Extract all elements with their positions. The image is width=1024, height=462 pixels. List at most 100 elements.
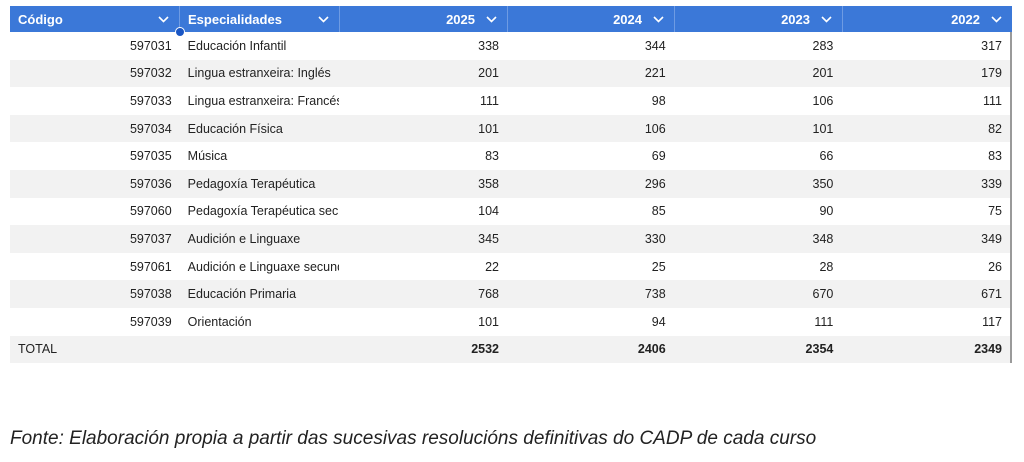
value-cell-2024: 85 [651,204,666,219]
selection-handle[interactable] [175,27,185,37]
value-cell-2024: 221 [644,66,666,81]
total-cell-2023: 2354 [805,342,834,357]
specialty-cell: Pedagoxía Terapéutica secur [187,204,340,219]
table-row[interactable]: 597061 Audición e Linguaxe secunda 22 25… [10,253,1010,281]
code-cell: 597039 [129,314,172,329]
table-row[interactable]: 597033 Lingua estranxeira: Francés 111 9… [10,87,1010,115]
value-cell-2023: 101 [812,121,834,136]
table-header: Código Especialidades 2025 2024 2023 202… [10,6,1012,37]
value-cell-2025: 101 [478,314,500,329]
total-row: TOTAL 2532 2406 2354 2349 [10,335,1010,364]
table-row[interactable]: 597060 Pedagoxía Terapéutica secur 104 8… [10,198,1010,226]
value-cell-2024: 738 [644,287,666,302]
value-cell-2023: 111 [814,314,834,329]
data-table: Código Especialidades 2025 2024 2023 202… [10,6,1012,364]
table-row[interactable]: 597034 Educación Física 101 106 101 82 [10,114,1010,143]
table-row[interactable]: 597031 Educación Infantil 338 344 283 31… [10,32,1010,60]
chevron-down-icon[interactable] [315,11,331,27]
code-cell: 597037 [129,231,172,246]
value-cell-2024: 98 [651,93,666,108]
specialty-cell: Audición e Linguaxe secunda [187,259,340,274]
value-cell-2025: 101 [478,121,500,136]
code-cell: 597038 [129,287,172,302]
column-header-especialidades[interactable]: Especialidades [175,6,340,37]
table-row[interactable]: 597032 Lingua estranxeira: Inglés 201 22… [10,59,1010,88]
value-cell-2025: 338 [478,38,500,53]
column-header-label: 2024 [613,11,642,27]
column-header-label: 2025 [446,11,475,27]
code-cell: 597033 [129,93,172,108]
table-row[interactable]: 597036 Pedagoxía Terapéutica 358 296 350… [10,169,1010,198]
specialty-cell: Música [187,149,228,164]
specialty-cell: Orientación [187,314,252,329]
value-cell-2023: 90 [819,204,834,219]
value-cell-2025: 201 [478,66,500,81]
value-cell-2025: 104 [478,204,500,219]
code-cell: 597031 [129,38,172,53]
specialty-cell: Educación Física [187,121,283,136]
code-cell: 597060 [129,204,172,219]
code-cell: 597034 [129,121,172,136]
value-cell-2024: 344 [644,38,666,53]
code-cell: 597035 [129,149,172,164]
column-header-2024[interactable]: 2024 [508,6,675,32]
code-cell: 597032 [129,66,172,81]
specialty-cell: Educación Primaria [187,287,297,302]
value-cell-2022: 349 [981,231,1003,246]
column-header-2023[interactable]: 2023 [675,6,843,32]
value-cell-2024: 296 [644,176,666,191]
value-cell-2022: 671 [981,287,1003,302]
column-header-codigo[interactable]: Código [10,6,180,32]
code-cell: 597036 [129,176,172,191]
total-cell-2025: 2532 [471,342,500,357]
column-header-label: Especialidades [188,11,282,27]
value-cell-2023: 201 [812,66,834,81]
value-cell-2023: 350 [812,176,834,191]
value-cell-2022: 75 [988,204,1003,219]
value-cell-2023: 283 [812,38,834,53]
value-cell-2025: 111 [480,93,500,108]
specialty-cell: Lingua estranxeira: Francés [187,93,340,108]
value-cell-2022: 339 [981,176,1003,191]
value-cell-2022: 26 [988,259,1003,274]
value-cell-2025: 83 [485,149,500,164]
total-cell-2022: 2349 [974,342,1003,357]
column-header-label: 2023 [781,11,810,27]
value-cell-2024: 330 [644,231,666,246]
chevron-down-icon[interactable] [483,11,499,27]
value-cell-2024: 69 [651,149,666,164]
value-cell-2023: 106 [812,93,834,108]
value-cell-2024: 94 [651,314,666,329]
value-cell-2025: 22 [485,259,500,274]
value-cell-2022: 317 [981,38,1003,53]
specialty-cell: Lingua estranxeira: Inglés [187,66,331,81]
source-caption: Fonte: Elaboración propia a partir das s… [10,428,817,449]
code-cell: 597061 [129,259,172,274]
column-header-2022[interactable]: 2022 [843,6,1012,32]
table-row[interactable]: 597035 Música 83 69 66 83 [10,142,1010,170]
total-label: TOTAL [18,342,58,357]
chevron-down-icon[interactable] [650,11,666,27]
column-header-label: 2022 [951,11,980,27]
table-row[interactable]: 597038 Educación Primaria 768 738 670 67… [10,280,1010,308]
value-cell-2022: 111 [983,93,1003,108]
value-cell-2025: 358 [478,176,500,191]
value-cell-2022: 117 [982,314,1003,329]
column-header-2025[interactable]: 2025 [340,6,508,32]
table-row[interactable]: 597039 Orientación 101 94 111 117 [10,308,1010,336]
chevron-down-icon[interactable] [818,11,834,27]
value-cell-2023: 670 [812,287,834,302]
chevron-down-icon[interactable] [988,11,1004,27]
column-header-label: Código [18,11,63,27]
specialty-cell: Educación Infantil [187,38,287,53]
value-cell-2022: 82 [988,121,1003,136]
value-cell-2023: 28 [819,259,834,274]
table-body: 597031 Educación Infantil 338 344 283 31… [10,32,1012,364]
table-row[interactable]: 597037 Audición e Linguaxe 345 330 348 3… [10,225,1010,253]
specialty-cell: Audición e Linguaxe [187,231,301,246]
chevron-down-icon[interactable] [155,11,171,27]
value-cell-2022: 83 [988,149,1003,164]
total-cell-2024: 2406 [637,342,666,357]
value-cell-2024: 25 [651,259,666,274]
value-cell-2025: 768 [478,287,500,302]
